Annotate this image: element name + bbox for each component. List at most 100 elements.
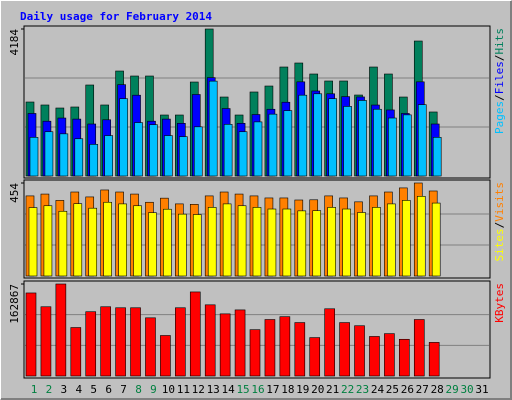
bar <box>40 306 52 377</box>
bar <box>160 335 171 377</box>
x-tick-label: 24 <box>371 383 385 396</box>
legend-entry: Visits <box>493 182 506 222</box>
x-tick-label: 30 <box>460 383 473 396</box>
bar <box>399 338 410 377</box>
bar <box>402 200 411 277</box>
bar <box>253 121 263 177</box>
bar <box>163 208 172 277</box>
bar <box>238 131 248 177</box>
bar <box>193 126 203 177</box>
bar <box>234 309 246 377</box>
bar <box>55 283 67 377</box>
bar <box>417 104 427 177</box>
x-tick-label: 26 <box>401 383 414 396</box>
bar <box>283 110 293 177</box>
x-tick-label: 23 <box>356 383 369 396</box>
bar <box>59 133 69 177</box>
x-tick-label: 5 <box>90 383 97 396</box>
bar <box>298 94 308 177</box>
bar <box>133 205 142 277</box>
x-tick-label: 19 <box>296 383 309 396</box>
bar <box>372 207 381 277</box>
bar <box>343 106 352 177</box>
bar <box>309 337 321 377</box>
bar <box>29 137 39 177</box>
bar <box>387 203 396 277</box>
bar <box>252 207 262 277</box>
legend: Pages/Files/Hits <box>493 28 506 134</box>
bar <box>294 322 306 377</box>
bar <box>192 214 202 277</box>
bar <box>428 342 440 377</box>
bar <box>282 208 292 277</box>
bar <box>104 135 113 177</box>
x-tick-label: 28 <box>431 383 444 396</box>
bar <box>237 205 247 277</box>
x-tick-label: 10 <box>162 383 175 396</box>
bar <box>369 336 380 377</box>
bar <box>354 325 365 377</box>
x-tick-label: 6 <box>105 383 112 396</box>
x-tick-label: 14 <box>222 383 236 396</box>
chart-title: Daily usage for February 2014 <box>20 10 212 23</box>
x-tick-label: 27 <box>416 383 429 396</box>
bar <box>43 205 53 277</box>
x-tick-label: 9 <box>150 383 157 396</box>
bar <box>164 135 173 177</box>
bar <box>204 304 216 377</box>
x-tick-label: 31 <box>475 383 488 396</box>
x-tick-label: 7 <box>120 383 127 396</box>
x-tick-label: 3 <box>61 383 68 396</box>
bar <box>119 98 128 177</box>
legend-entry: KBytes <box>493 283 506 323</box>
bar <box>88 207 98 277</box>
bar <box>149 124 158 177</box>
bar <box>28 207 38 277</box>
bar <box>219 313 231 377</box>
bar <box>313 93 323 177</box>
bar <box>279 316 291 377</box>
bar <box>297 210 307 277</box>
legend: Sites/Visits <box>493 182 506 262</box>
bar <box>178 213 187 277</box>
bar <box>357 212 366 277</box>
bar <box>432 137 442 177</box>
bar <box>115 307 126 377</box>
x-tick-label: 25 <box>386 383 399 396</box>
legend-entry: Pages <box>493 101 506 134</box>
bar <box>118 203 127 277</box>
bar <box>403 114 412 177</box>
bar <box>416 196 426 277</box>
x-tick-label: 20 <box>311 383 324 396</box>
legend-separator: / <box>493 94 506 101</box>
x-tick-label: 15 <box>236 383 249 396</box>
bar <box>207 207 217 277</box>
bar <box>145 317 156 377</box>
bar <box>249 329 261 377</box>
legend-entry: Hits <box>493 28 506 55</box>
bar <box>130 307 141 377</box>
bar <box>103 201 112 277</box>
bar <box>413 319 425 377</box>
bar <box>179 136 188 177</box>
x-tick-label: 29 <box>446 383 459 396</box>
bar <box>189 291 201 377</box>
x-tick-label: 11 <box>177 383 190 396</box>
bar <box>388 117 397 177</box>
bar <box>373 108 382 177</box>
x-tick-label: 18 <box>281 383 294 396</box>
legend-entry: Sites <box>493 228 506 261</box>
x-tick-label: 8 <box>135 383 142 396</box>
bar <box>342 208 351 277</box>
x-tick-label: 4 <box>75 383 82 396</box>
y-tick-label: 4184 <box>8 29 21 56</box>
bar <box>223 124 233 177</box>
legend-separator: / <box>493 222 506 229</box>
bar <box>312 210 322 277</box>
bar <box>134 122 143 177</box>
x-tick-label: 22 <box>341 383 354 396</box>
bar <box>328 98 337 177</box>
x-tick-label: 2 <box>46 383 53 396</box>
